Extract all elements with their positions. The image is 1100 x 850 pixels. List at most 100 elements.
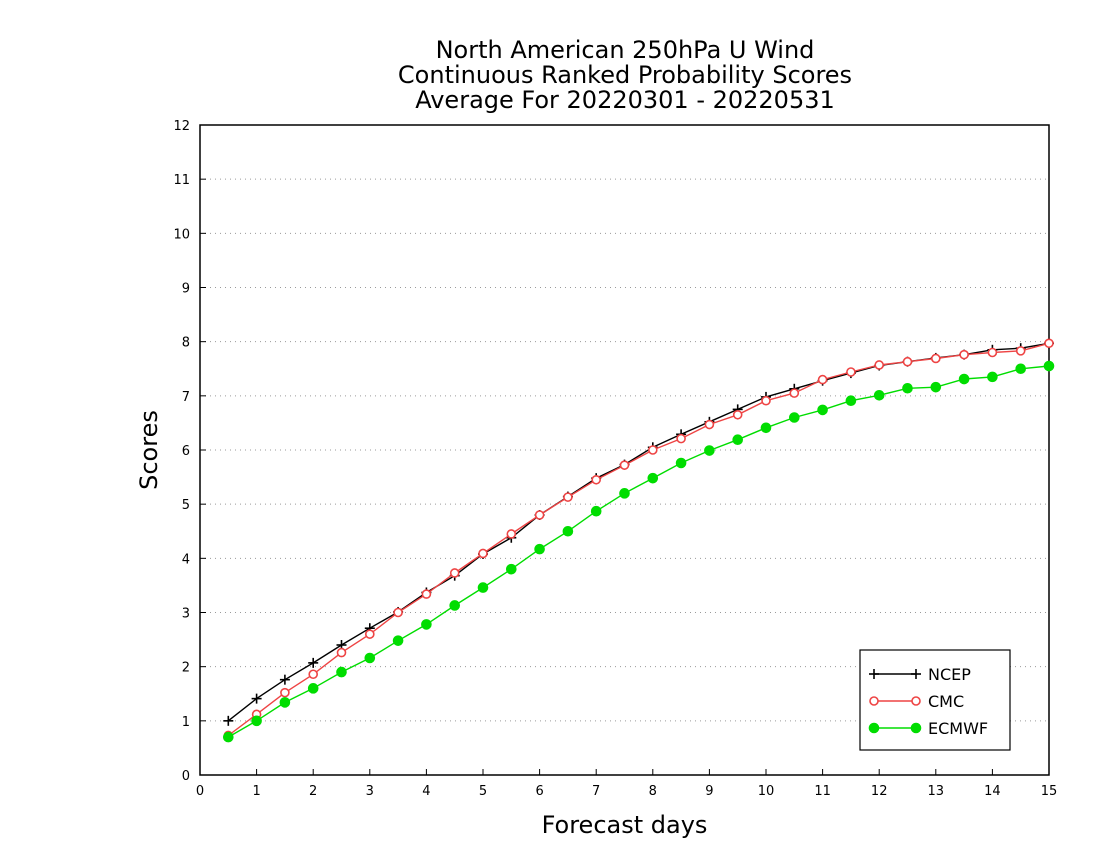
data-point-ecmwf	[534, 543, 545, 555]
data-point-cmc	[619, 460, 630, 470]
data-point-cmc	[478, 548, 488, 559]
legend-marker	[911, 696, 921, 706]
data-point-ecmwf	[789, 412, 800, 423]
x-axis-label: Forecast days	[542, 811, 708, 839]
x-tick-label: 12	[871, 784, 888, 799]
data-point-cmc	[1044, 338, 1054, 349]
y-tick-label: 4	[182, 552, 190, 567]
y-tick-label: 10	[173, 227, 190, 242]
legend-marker	[868, 722, 880, 734]
data-point-ecmwf	[336, 666, 347, 678]
data-point-ecmwf	[1015, 363, 1027, 375]
data-point-cmc	[987, 347, 998, 358]
data-point-cmc	[704, 419, 715, 430]
x-tick-label: 3	[366, 784, 374, 799]
y-tick-label: 12	[173, 119, 190, 134]
data-point-ecmwf	[279, 697, 291, 708]
legend-item-cmc: CMC	[869, 692, 964, 711]
data-point-ecmwf	[477, 582, 489, 593]
legend-marker	[869, 696, 879, 706]
data-point-ecmwf	[845, 395, 857, 407]
data-point-ecmwf	[930, 381, 942, 393]
x-tick-label: 1	[252, 784, 260, 799]
title-line-2: Continuous Ranked Probability Scores	[398, 61, 852, 89]
x-tick-label: 14	[984, 784, 1001, 799]
data-point-ecmwf	[647, 472, 659, 484]
series-layer	[223, 338, 1055, 743]
data-point-ecmwf	[987, 371, 998, 383]
legend-marker	[869, 669, 879, 679]
data-point-ecmwf	[1043, 360, 1055, 372]
data-point-cmc	[563, 492, 573, 502]
data-point-cmc	[676, 433, 686, 444]
title-line-1: North American 250hPa U Wind	[436, 36, 815, 64]
series-cmc	[223, 338, 1054, 741]
x-tick-label: 10	[758, 784, 775, 799]
data-point-ecmwf	[421, 619, 432, 630]
x-tick-label: 2	[309, 784, 317, 799]
x-tick-label: 5	[479, 784, 487, 799]
legend: NCEP CMC ECMWF	[859, 649, 1011, 751]
data-point-ecmwf	[817, 404, 828, 416]
legend-label: ECMWF	[928, 719, 988, 738]
data-point-cmc	[732, 409, 743, 420]
y-tick-label: 0	[182, 769, 190, 784]
y-tick-label: 11	[173, 173, 190, 188]
y-tick-label: 9	[182, 282, 190, 297]
data-point-ecmwf	[958, 373, 970, 385]
data-point-cmc	[336, 647, 347, 658]
data-point-ncep	[251, 693, 262, 704]
legend-marker	[910, 722, 922, 734]
data-point-cmc	[534, 510, 545, 520]
x-tick-label: 15	[1041, 784, 1058, 799]
legend-item-ncep: NCEP	[869, 665, 971, 684]
data-point-ecmwf	[760, 422, 772, 434]
data-point-cmc	[761, 395, 771, 406]
data-point-cmc	[930, 353, 941, 364]
data-point-cmc	[846, 367, 856, 377]
data-point-ecmwf	[364, 652, 376, 664]
data-point-ecmwf	[562, 525, 574, 537]
data-point-cmc	[789, 388, 800, 398]
y-tick-label: 1	[182, 715, 190, 730]
y-tick-label: 2	[182, 661, 190, 676]
data-point-cmc	[817, 374, 828, 385]
data-point-ecmwf	[223, 731, 234, 743]
x-tick-label: 8	[649, 784, 657, 799]
data-point-ncep	[279, 674, 290, 685]
legend-item-ecmwf: ECMWF	[868, 719, 988, 738]
y-tick-label: 6	[182, 444, 190, 459]
x-tick-label: 6	[535, 784, 543, 799]
data-point-ncep	[223, 715, 234, 726]
data-point-cmc	[393, 607, 403, 618]
data-point-cmc	[874, 360, 885, 370]
data-point-ecmwf	[619, 488, 630, 499]
series-ecmwf	[223, 360, 1055, 743]
x-tick-label: 11	[814, 784, 831, 799]
x-tick-label: 4	[422, 784, 430, 799]
x-tick-label: 7	[592, 784, 600, 799]
legend-box	[859, 649, 1011, 751]
grid	[200, 124, 1049, 722]
x-axis-ticks: 0 1 2 3 4 5 6 7 8 9 10 11 12 13 14 15	[196, 769, 1057, 799]
data-point-cmc	[421, 589, 432, 599]
data-point-cmc	[647, 445, 658, 455]
data-point-ecmwf	[675, 457, 687, 469]
data-point-ecmwf	[392, 635, 404, 646]
y-tick-label: 5	[182, 498, 190, 513]
x-tick-label: 9	[705, 784, 713, 799]
data-point-cmc	[506, 529, 517, 539]
data-point-ncep	[308, 657, 319, 668]
data-point-ecmwf	[307, 683, 319, 694]
y-tick-label: 7	[182, 390, 190, 405]
data-point-ecmwf	[873, 389, 885, 401]
data-point-cmc	[1015, 346, 1026, 356]
y-tick-label: 8	[182, 336, 190, 351]
data-point-ecmwf	[704, 445, 715, 456]
data-point-ecmwf	[902, 382, 913, 394]
data-point-cmc	[449, 568, 460, 578]
data-point-ecmwf	[449, 600, 461, 611]
